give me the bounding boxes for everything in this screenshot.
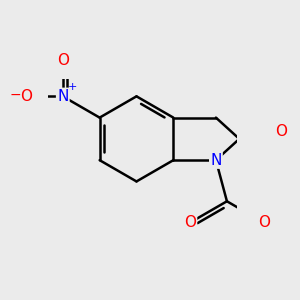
- Text: O: O: [258, 215, 270, 230]
- Text: N: N: [57, 89, 68, 104]
- Text: O: O: [184, 215, 196, 230]
- Text: −: −: [10, 88, 22, 102]
- Text: N: N: [210, 153, 222, 168]
- Text: O: O: [21, 89, 33, 104]
- Text: O: O: [57, 53, 69, 68]
- Text: O: O: [275, 124, 287, 139]
- Text: +: +: [68, 82, 77, 92]
